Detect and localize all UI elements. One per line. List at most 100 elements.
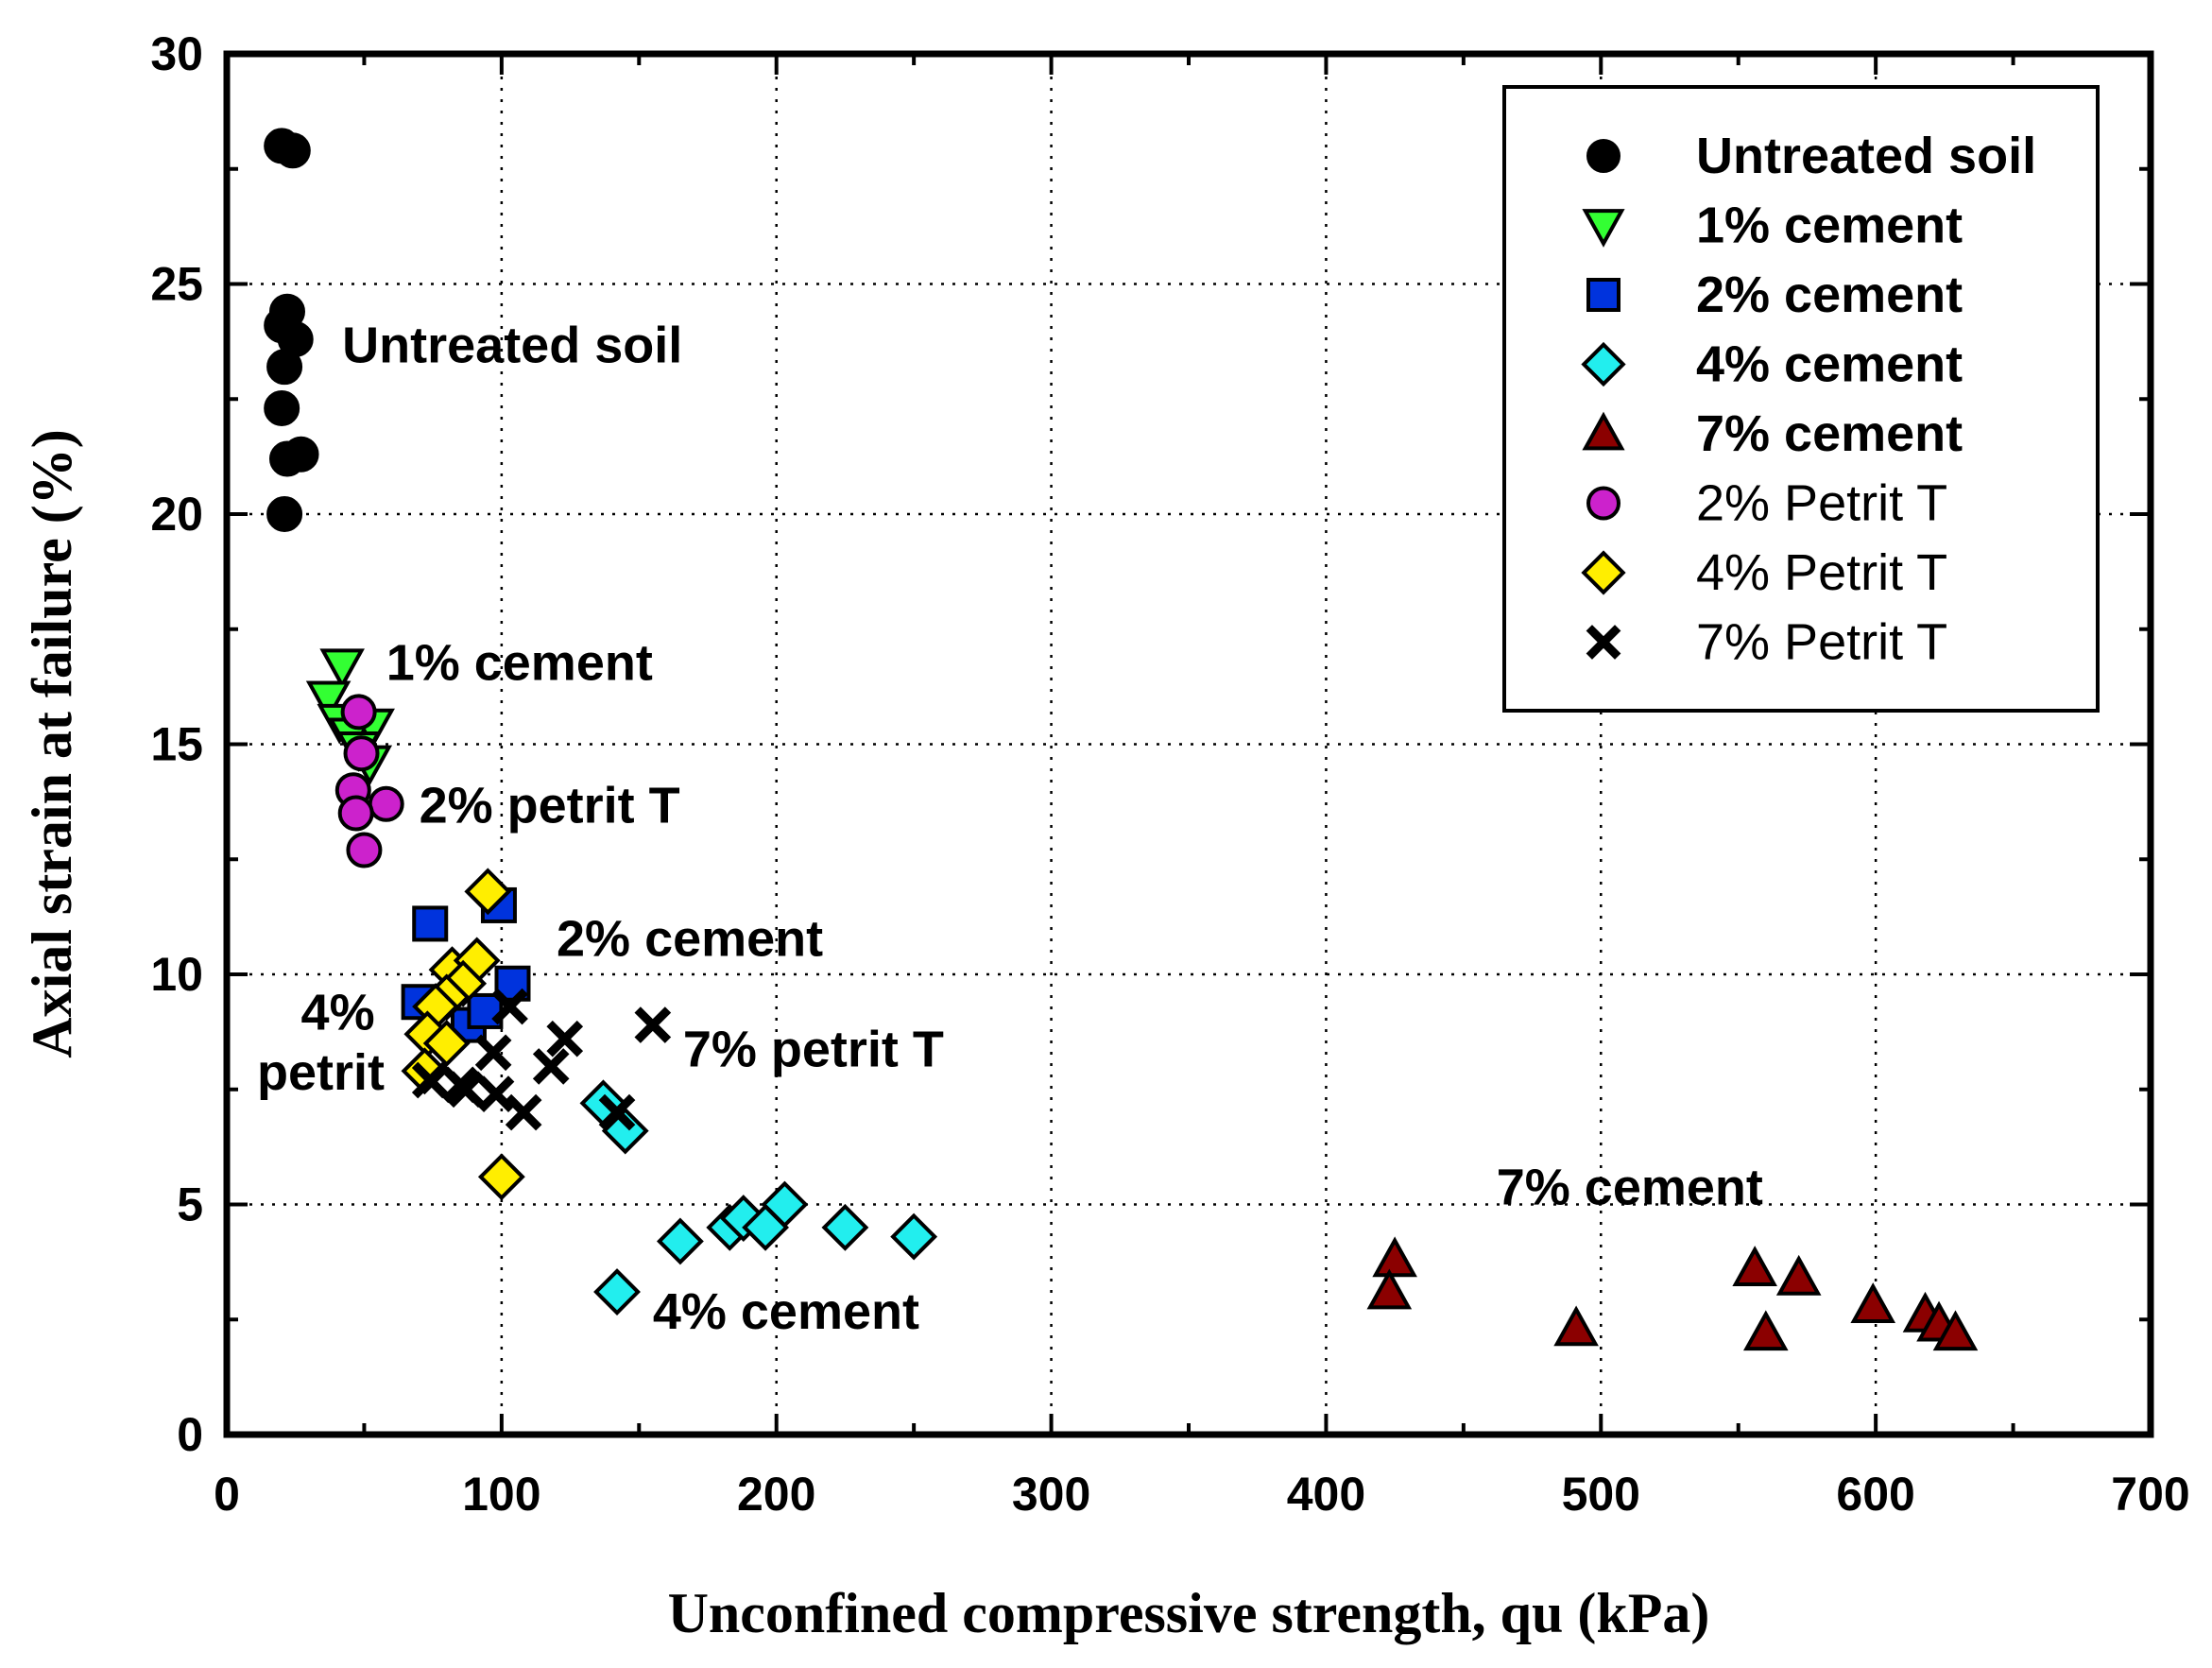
x-tick-label: 400 xyxy=(1287,1468,1365,1521)
point-untreated-soil xyxy=(283,436,319,473)
point-7pct-cement xyxy=(1372,1236,1417,1278)
series-2pct-petrit-t xyxy=(334,694,404,868)
point-7pct-cement xyxy=(1775,1254,1822,1296)
point-7pct-petrit-t xyxy=(411,1061,449,1099)
legend-item-untreated-soil: Untreated soil xyxy=(1586,128,2036,184)
point-7pct-petrit-t xyxy=(546,1020,584,1058)
legend-item-7pct-cement: 7% cement xyxy=(1582,405,1963,462)
point-7pct-cement xyxy=(1732,1246,1777,1286)
legend-item-7pct-petrit-t: 7% Petrit T xyxy=(1586,614,1947,671)
point-untreated-soil xyxy=(264,389,300,426)
legend-label-4pct-petrit-t: 4% Petrit T xyxy=(1696,544,1947,601)
legend-item-2pct-petrit-t: 2% Petrit T xyxy=(1586,475,1947,532)
point-7pct-petrit-t xyxy=(477,1075,515,1112)
legend-items: Untreated soil 1% cement 2% cement 4% cemen… xyxy=(1581,128,2036,671)
point-7pct-petrit-t xyxy=(441,1066,479,1104)
point-2pct-petrit-t xyxy=(368,785,404,822)
y-tick-label: 10 xyxy=(150,948,203,1001)
x-tick-label: 300 xyxy=(1012,1468,1090,1521)
point-2pct-petrit-t xyxy=(346,832,383,868)
x-tick-label: 500 xyxy=(1562,1468,1640,1521)
point-2pct-petrit-t xyxy=(343,735,380,772)
legend-label-4pct-cement: 4% cement xyxy=(1696,336,1963,393)
series-7pct-cement xyxy=(1366,1236,1979,1351)
point-7pct-cement xyxy=(1366,1268,1413,1310)
point-7pct-petrit-t xyxy=(505,1093,542,1131)
point-4pct-cement xyxy=(593,1268,641,1315)
annotation-4pct: 4% xyxy=(301,984,375,1040)
point-7pct-petrit-t xyxy=(532,1048,570,1085)
point-7pct-cement xyxy=(1553,1305,1599,1347)
y-axis-label: Axial strain at failure (%) xyxy=(21,429,83,1058)
legend-marker-1pct-cement xyxy=(1582,209,1625,248)
point-4pct-petrit-t xyxy=(464,868,512,916)
annotation-untreated-soil: Untreated soil xyxy=(342,317,682,373)
point-4pct-cement xyxy=(890,1212,938,1261)
point-2pct-petrit-t xyxy=(340,694,377,731)
axis-ticks: 0 100 200 300 400 500 600 700 0 5 10 15 20 25 30 xyxy=(150,27,2189,1521)
point-untreated-soil xyxy=(266,496,303,532)
legend-marker-2pct-cement xyxy=(1586,278,1620,312)
annotation-4pct-cement: 4% cement xyxy=(653,1283,919,1340)
point-7pct-petrit-t xyxy=(598,1093,636,1131)
point-untreated-soil xyxy=(266,349,303,386)
point-7pct-cement xyxy=(1932,1310,1979,1351)
annotation-1pct-cement: 1% cement xyxy=(386,634,653,691)
point-1pct-cement xyxy=(319,648,365,690)
legend-marker-7pct-cement xyxy=(1582,411,1625,451)
x-tick-label: 100 xyxy=(462,1468,540,1521)
legend-marker-2pct-petrit-t xyxy=(1586,486,1620,521)
point-untreated-soil xyxy=(264,307,300,344)
point-7pct-petrit-t xyxy=(634,1006,672,1043)
legend-item-4pct-petrit-t: 4% Petrit T xyxy=(1581,544,1947,601)
legend-label-2pct-cement: 2% cement xyxy=(1696,267,1963,323)
legend-box xyxy=(1502,85,2100,713)
point-2pct-cement xyxy=(412,905,449,942)
annotation-2pct-cement: 2% cement xyxy=(557,911,823,968)
y-tick-label: 20 xyxy=(150,488,203,541)
point-7pct-petrit-t xyxy=(491,988,528,1025)
point-7pct-cement xyxy=(1850,1282,1896,1323)
x-tick-label: 0 xyxy=(214,1468,240,1521)
legend-item-1pct-cement: 1% cement xyxy=(1582,198,1963,254)
legend-label-7pct-petrit-t: 7% Petrit T xyxy=(1696,614,1947,671)
y-tick-label: 15 xyxy=(150,718,203,771)
point-4pct-cement xyxy=(656,1217,704,1265)
legend-marker-4pct-cement xyxy=(1581,341,1626,387)
point-7pct-cement xyxy=(1743,1310,1789,1351)
legend-label-untreated-soil: Untreated soil xyxy=(1696,128,2036,184)
x-tick-label: 200 xyxy=(737,1468,815,1521)
series-4pct-cement xyxy=(579,1079,938,1315)
legend-marker-untreated-soil xyxy=(1586,139,1620,173)
legend-marker-7pct-petrit-t xyxy=(1586,625,1621,660)
x-tick-label: 700 xyxy=(2111,1468,2189,1521)
point-7pct-petrit-t xyxy=(474,1034,512,1072)
y-tick-label: 30 xyxy=(150,27,203,80)
legend-label-1pct-cement: 1% cement xyxy=(1696,198,1963,254)
x-axis-label: Unconfined compressive strength, qu (kPa… xyxy=(668,1582,1710,1644)
point-4pct-petrit-t xyxy=(422,1020,471,1067)
annotation-petrit: petrit xyxy=(257,1044,385,1101)
series-4pct-petrit-t xyxy=(401,868,525,1201)
x-tick-label: 600 xyxy=(1836,1468,1914,1521)
point-2pct-petrit-t xyxy=(337,795,374,832)
annotation-7pct-cement: 7% cement xyxy=(1497,1160,1763,1216)
point-4pct-cement xyxy=(821,1203,869,1251)
legend-item-2pct-cement: 2% cement xyxy=(1586,267,1963,323)
point-4pct-cement xyxy=(761,1180,809,1229)
series-untreated-soil xyxy=(264,128,319,532)
legend: Untreated soil 1% cement 2% cement 4% cemen… xyxy=(1502,85,2100,713)
annotation-2pct-petrit-t: 2% petrit T xyxy=(420,777,680,834)
legend-label-2pct-petrit-t: 2% Petrit T xyxy=(1696,475,1947,532)
y-tick-label: 0 xyxy=(177,1408,203,1461)
legend-item-4pct-cement: 4% cement xyxy=(1581,336,1963,393)
point-1pct-cement xyxy=(305,680,352,722)
series-7pct-petrit-t xyxy=(411,988,672,1131)
point-untreated-soil xyxy=(274,132,311,169)
point-4pct-petrit-t xyxy=(477,1153,525,1201)
data-points xyxy=(264,128,1979,1351)
legend-marker-4pct-petrit-t xyxy=(1581,550,1626,595)
y-tick-label: 25 xyxy=(150,258,203,311)
